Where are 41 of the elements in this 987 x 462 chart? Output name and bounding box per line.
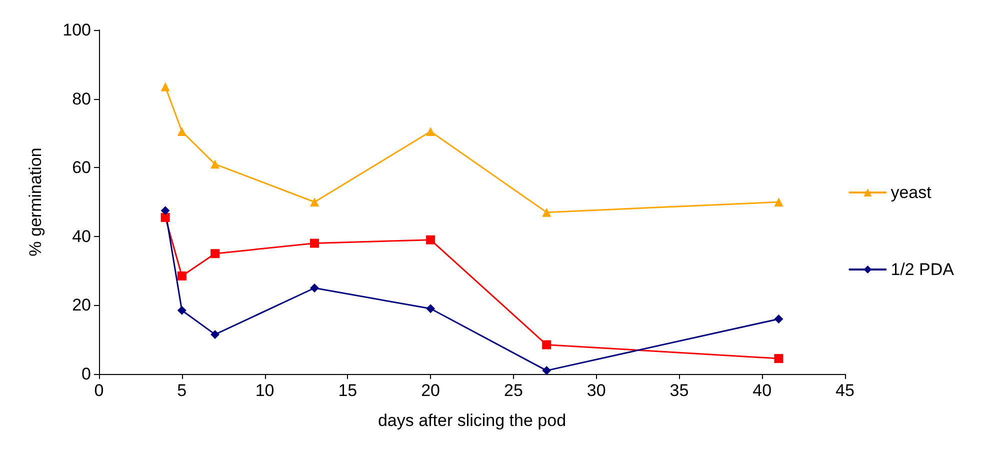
y-tick-label: 20 — [72, 296, 91, 315]
point — [426, 126, 436, 136]
y-tick-label: 0 — [82, 364, 91, 384]
point — [160, 206, 170, 216]
point — [426, 304, 436, 314]
point — [542, 366, 552, 376]
legend-label: 1/2 PDA — [890, 260, 955, 279]
point — [774, 354, 784, 364]
point — [542, 340, 552, 350]
point — [310, 198, 320, 206]
x-tick-label: 35 — [670, 381, 689, 400]
y-tick-label: 100 — [62, 20, 91, 40]
x-tick-label: 45 — [836, 381, 854, 400]
x-tick-label: 5 — [177, 381, 187, 400]
point — [426, 235, 436, 244]
x-tick-label: 40 — [752, 381, 772, 400]
point — [310, 284, 320, 292]
x-tick-label: 0 — [94, 381, 104, 400]
point — [177, 306, 186, 315]
point — [210, 160, 220, 169]
y-axis-title: % germination — [26, 148, 45, 256]
point — [210, 249, 220, 258]
point — [542, 208, 552, 217]
x-tick-label: 30 — [586, 381, 606, 400]
y-tick-label: 60 — [72, 158, 91, 178]
point — [310, 238, 320, 248]
x-tick-label: 10 — [255, 381, 274, 400]
point — [774, 198, 784, 206]
y-tick-label: 80 — [72, 89, 91, 108]
x-axis-title: days after slicing the pod — [378, 411, 566, 430]
legend-label: yeast — [890, 183, 932, 202]
y-tick-label: 40 — [72, 226, 91, 246]
point — [210, 330, 220, 339]
x-tick-label: 25 — [504, 381, 523, 400]
point — [774, 314, 784, 324]
x-tick-label: 20 — [421, 381, 440, 400]
x-tick-label: 15 — [338, 381, 358, 400]
point — [160, 82, 170, 92]
point — [177, 271, 186, 280]
point — [177, 126, 186, 136]
point — [160, 212, 170, 222]
